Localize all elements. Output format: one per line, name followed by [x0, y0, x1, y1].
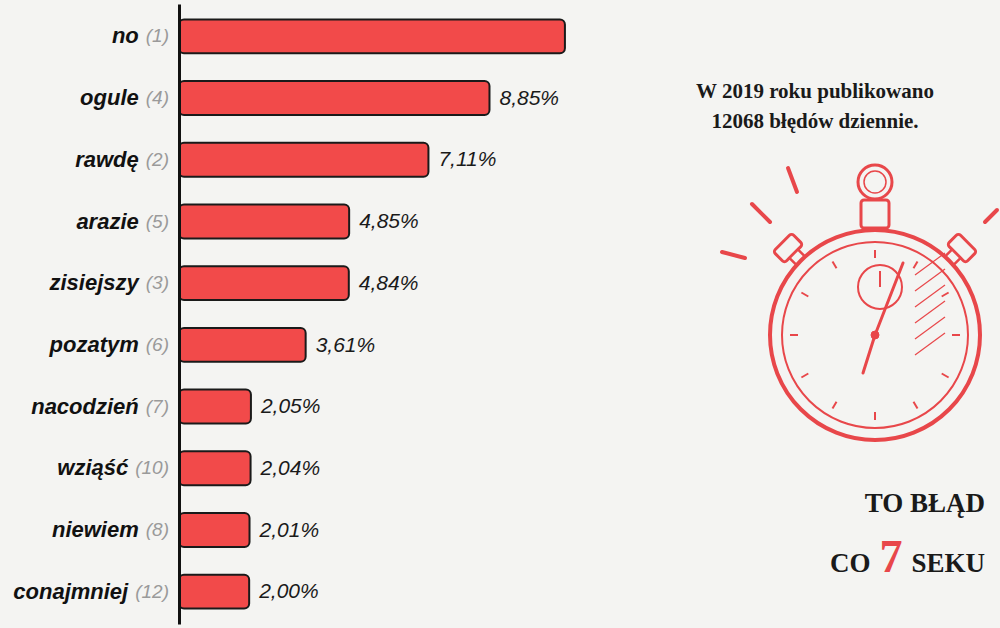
bar [179, 81, 489, 115]
subdial [858, 265, 902, 309]
y-tick: nacodzień (7) [31, 394, 169, 419]
y-tick: wziąść (10) [57, 455, 169, 480]
hand-pivot [871, 331, 879, 339]
rank-label: (7) [146, 396, 169, 417]
dial-tick [914, 402, 918, 409]
rank-label: (2) [146, 149, 169, 170]
ray [752, 204, 770, 222]
category-label: zisiejszy [48, 270, 140, 295]
value-label: 7,11% [438, 147, 496, 170]
dial-tick [914, 261, 918, 268]
category-label: pozatym [49, 332, 139, 357]
callout-line: CO 7 SEKU [830, 531, 985, 582]
ray [722, 252, 745, 258]
y-tick: conajmniej (12) [13, 579, 169, 604]
ray [985, 210, 997, 222]
subdial-hand [879, 271, 881, 287]
rank-label: (10) [135, 457, 169, 478]
rank-label: (5) [146, 211, 169, 232]
dial-tick [801, 293, 808, 297]
value-label: 4,85% [359, 209, 419, 232]
category-label: rawdę [75, 147, 139, 172]
category-label: no [112, 23, 139, 48]
bar [179, 451, 251, 485]
bar [179, 328, 306, 362]
bar [179, 266, 349, 300]
bar [179, 19, 565, 53]
y-axis: no (1) ogule (4) rawdę (2) arazie (5) zisiejszy (… [13, 5, 179, 625]
y-axis-line [178, 5, 181, 625]
rank-label: (12) [135, 581, 169, 602]
dial-tick [874, 250, 876, 258]
category-label: ogule [80, 85, 139, 110]
category-label: conajmniej [13, 579, 129, 604]
dial-tick [952, 334, 960, 336]
dial-tick [790, 334, 798, 336]
bar [179, 575, 249, 609]
rank-label: (3) [146, 272, 169, 293]
stopwatch [722, 165, 997, 440]
y-tick: ogule (4) [80, 85, 169, 110]
category-label: wziąść [57, 455, 129, 480]
chart-svg: no (1) ogule (4) rawdę (2) arazie (5) zisiejszy (… [0, 0, 1000, 628]
headline-line: 12068 błędów dziennie. [711, 109, 918, 133]
dial-tick [833, 402, 837, 409]
dial-tick [874, 412, 876, 420]
y-tick: rawdę (2) [75, 147, 169, 172]
headline-line: W 2019 roku publikowano [696, 79, 934, 103]
hand-long [875, 263, 903, 335]
callout-suffix: SEKU [911, 548, 985, 578]
callout-number: 7 [879, 531, 902, 582]
headline: W 2019 roku publikowano 12068 błędów dzie… [696, 79, 934, 133]
bar [179, 143, 428, 177]
bar [179, 390, 251, 424]
dial-tick [833, 261, 837, 268]
crown-ring [858, 165, 892, 199]
value-labels: 8,85% 7,11% 4,85% 4,84% 3,61% 2,05% 2,04% 2,01%… [258, 86, 559, 603]
dial-tick [942, 293, 949, 297]
hatch [915, 333, 945, 355]
callout-prefix: CO [830, 548, 871, 578]
value-label: 2,00% [258, 579, 319, 602]
y-tick: niewiem (8) [52, 517, 169, 542]
watch-inner [782, 242, 968, 428]
bars [179, 19, 565, 608]
hand-short [863, 335, 875, 373]
rank-label: (1) [146, 25, 169, 46]
ray [788, 168, 797, 192]
value-label: 8,85% [499, 86, 559, 109]
value-label: 4,84% [359, 271, 419, 294]
category-label: niewiem [52, 517, 139, 542]
y-tick: arazie (5) [76, 209, 169, 234]
dial-tick [801, 374, 808, 378]
crown-ring-inner [864, 171, 886, 193]
rank-label: (6) [146, 334, 169, 355]
value-label: 2,05% [260, 394, 321, 417]
watch-outer [770, 230, 980, 440]
callout: TO BŁĄD CO 7 SEKU [830, 488, 985, 582]
value-label: 2,01% [259, 518, 320, 541]
y-tick: zisiejszy (3) [48, 270, 169, 295]
crown-stem [861, 200, 889, 228]
bar [179, 204, 349, 238]
value-label: 2,04% [260, 456, 321, 479]
category-label: arazie [76, 209, 138, 234]
rank-label: (8) [146, 519, 169, 540]
category-label: nacodzień [31, 394, 139, 419]
dial-tick [942, 374, 949, 378]
bar [179, 513, 250, 547]
y-tick: no (1) [112, 23, 169, 48]
callout-line: TO BŁĄD [865, 488, 985, 518]
value-label: 3,61% [316, 333, 376, 356]
y-tick: pozatym (6) [49, 332, 169, 357]
rank-label: (4) [146, 87, 169, 108]
chart-root: no (1) ogule (4) rawdę (2) arazie (5) zisiejszy (… [0, 0, 1000, 628]
